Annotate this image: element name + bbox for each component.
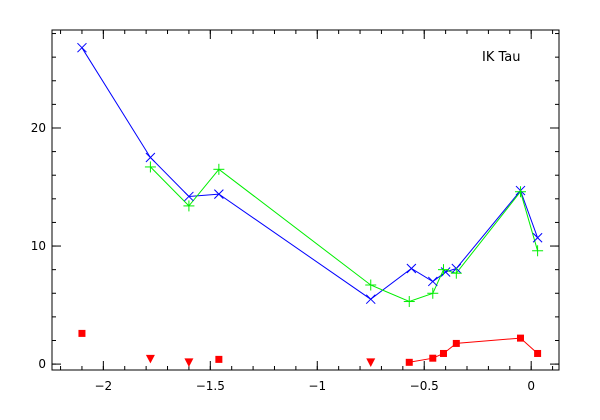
point-stroke	[214, 189, 224, 199]
plot-frame	[51, 29, 560, 371]
series-1-point	[450, 267, 462, 279]
y-tick-label: 20	[31, 121, 46, 135]
series-3-point	[215, 355, 223, 363]
point-stroke	[365, 294, 376, 305]
point-stroke	[440, 267, 451, 277]
x-tick-label: −1	[308, 379, 326, 393]
series-0-point	[145, 152, 156, 163]
series-4-point	[145, 354, 155, 364]
series-2-line	[409, 337, 538, 363]
axes-frame	[51, 29, 560, 371]
point-stroke	[427, 276, 438, 287]
series-2-point	[439, 349, 447, 357]
series-lines	[81, 47, 539, 363]
series-1-point	[403, 296, 415, 308]
annotation-label: IK Tau	[482, 50, 521, 65]
series-2-point	[452, 339, 460, 347]
series-0-point	[532, 232, 543, 243]
y-tick-label: 0	[38, 357, 46, 371]
point-stroke	[77, 42, 87, 53]
series-0-point	[427, 276, 438, 287]
series-0-point	[365, 294, 376, 305]
series-0-point	[214, 189, 224, 199]
x-tick-label: −2	[94, 379, 112, 393]
series-1-point	[514, 186, 526, 198]
series-0-point	[77, 42, 87, 53]
axis-ticks: −2 −1.5 −1 −0.5 0 0 10 20	[31, 30, 559, 393]
point-stroke	[145, 152, 156, 163]
series-0-point	[440, 267, 451, 277]
series-1-point	[437, 264, 449, 276]
series-2-point	[534, 349, 542, 357]
series-3-point	[78, 329, 86, 337]
series-1-point	[427, 287, 439, 299]
series-1-point	[183, 200, 195, 212]
series-0-line	[81, 47, 539, 300]
series-1-point	[365, 279, 377, 291]
series-1-point	[532, 245, 544, 257]
series-1-point	[144, 161, 156, 173]
y-tick-label: 10	[31, 239, 46, 253]
x-tick-label: −0.5	[410, 379, 439, 393]
series-4-point	[184, 358, 194, 367]
series-2-point	[405, 358, 413, 366]
data-points	[77, 42, 544, 367]
series-1-point	[213, 163, 225, 175]
point-stroke	[406, 263, 417, 274]
series-0-point	[406, 263, 417, 274]
series-2-point	[429, 354, 437, 362]
series-1-line	[150, 166, 539, 303]
x-tick-label: −1.5	[196, 379, 225, 393]
series-2-point	[516, 334, 524, 342]
series-4-point	[366, 358, 376, 367]
x-tick-label: 0	[527, 379, 535, 393]
point-stroke	[184, 191, 194, 202]
series-0-point	[184, 191, 194, 202]
point-stroke	[532, 232, 543, 243]
